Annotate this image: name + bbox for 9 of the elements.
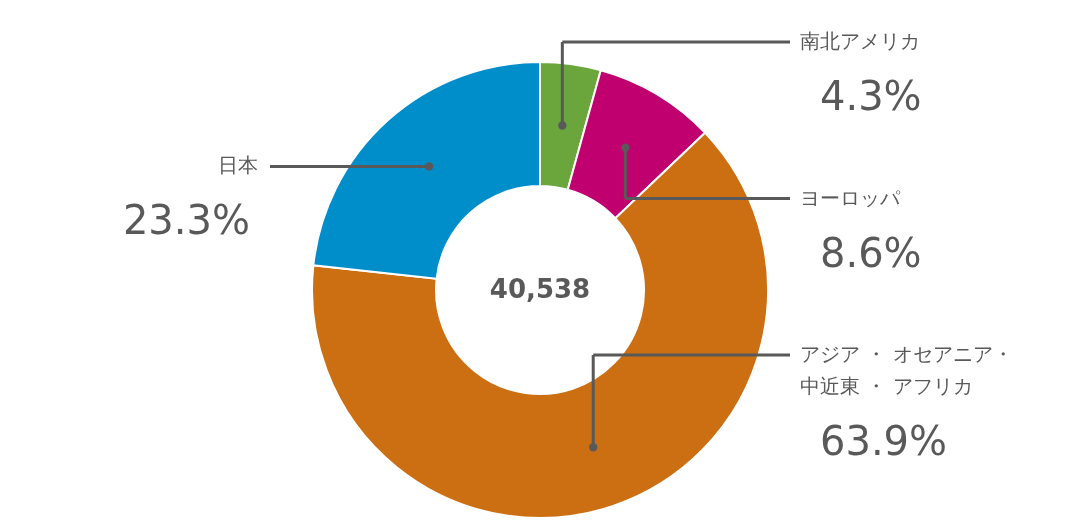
- slice-label: ヨーロッパ: [800, 185, 901, 210]
- data-label: 23.3%: [122, 197, 250, 244]
- text: 40,538: [489, 274, 591, 304]
- slice-label: アジア ・ オセアニア・中近東 ・ アフリカ: [800, 342, 1013, 398]
- slice-label: 南北アメリカ: [800, 29, 920, 53]
- data-label: 8.6%: [820, 229, 922, 276]
- slice-label: 日本: [218, 153, 258, 178]
- data-label: 63.9%: [820, 418, 948, 464]
- data-label: 4.3%: [820, 73, 922, 119]
